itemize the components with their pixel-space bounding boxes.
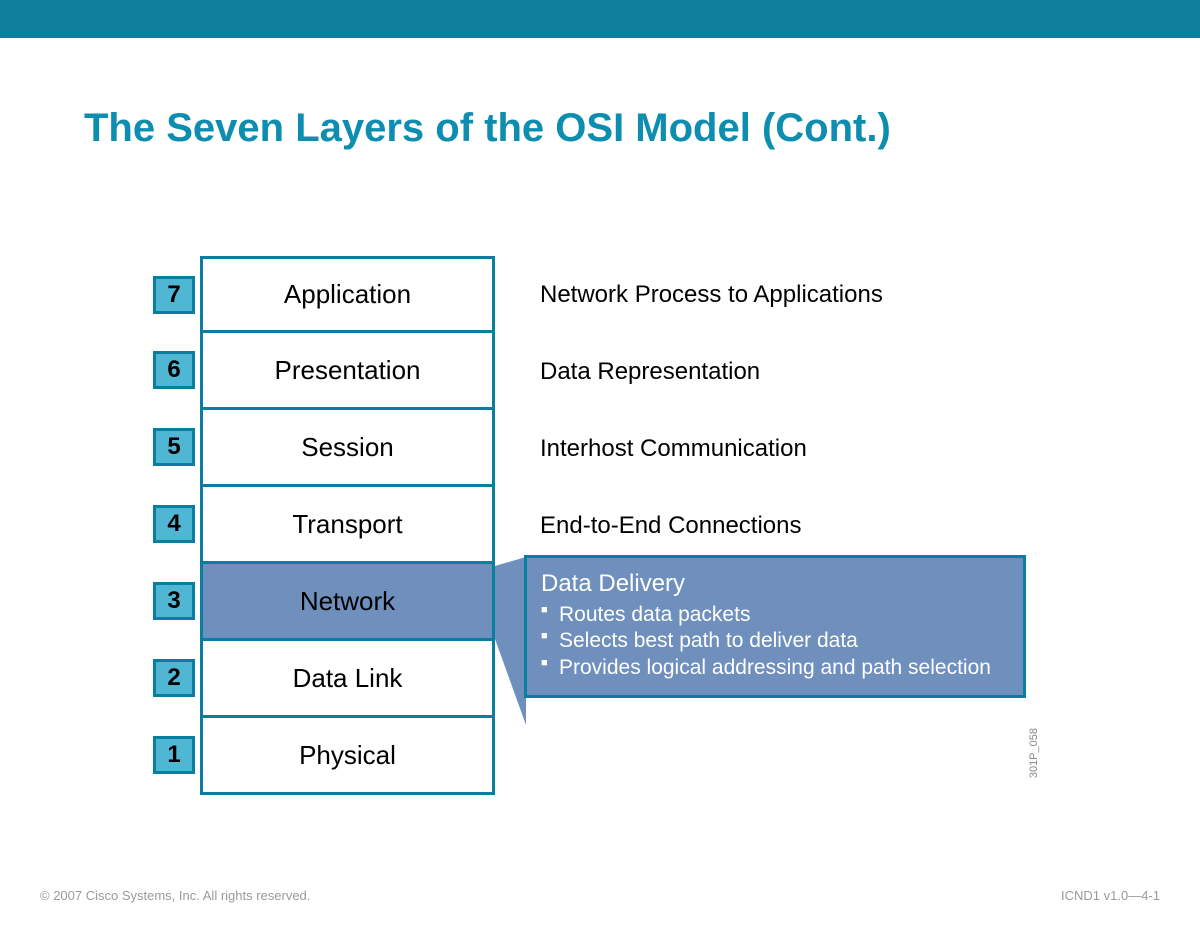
layer-number-badge: 2	[153, 659, 195, 697]
callout-bullet: Routes data packets	[541, 602, 1009, 628]
layer-name-label: Data Link	[293, 663, 403, 694]
layer-description: Data Representation	[540, 358, 760, 386]
layer-name-label: Network	[300, 586, 395, 617]
callout-bullet: Provides logical addressing and path sel…	[541, 655, 1009, 681]
osi-layer-row: 5Session	[200, 410, 495, 487]
slide-body: The Seven Layers of the OSI Model (Cont.…	[0, 38, 1200, 927]
layer-name-label: Application	[284, 279, 411, 310]
layer-number-badge: 6	[153, 351, 195, 389]
layer-name-label: Presentation	[275, 355, 421, 386]
layer-description: Network Process to Applications	[540, 281, 883, 309]
slide-title: The Seven Layers of the OSI Model (Cont.…	[84, 106, 891, 151]
layer-number-badge: 3	[153, 582, 195, 620]
callout-connector	[0, 38, 1200, 938]
osi-layer-row: 3Network	[200, 564, 495, 641]
layer-name-label: Transport	[292, 509, 402, 540]
osi-stack: 7Application6Presentation5Session4Transp…	[200, 256, 495, 795]
layer-number-badge: 1	[153, 736, 195, 774]
callout-title: Data Delivery	[541, 570, 1009, 598]
osi-layer-row: 7Application	[200, 256, 495, 333]
layer-description: Interhost Communication	[540, 435, 807, 463]
layer-name-label: Session	[301, 432, 394, 463]
callout-bullet: Selects best path to deliver data	[541, 628, 1009, 654]
layer-number-badge: 4	[153, 505, 195, 543]
layer-number-badge: 7	[153, 276, 195, 314]
network-callout: Data Delivery Routes data packetsSelects…	[524, 555, 1026, 698]
osi-layer-row: 1Physical	[200, 718, 495, 795]
layer-name-label: Physical	[299, 740, 396, 771]
osi-layer-row: 2Data Link	[200, 641, 495, 718]
layer-number-badge: 5	[153, 428, 195, 466]
top-brand-bar	[0, 0, 1200, 38]
footer-course-id: ICND1 v1.0—4-1	[1061, 888, 1160, 903]
figure-code: 301P_058	[1028, 728, 1040, 778]
osi-layer-row: 6Presentation	[200, 333, 495, 410]
osi-layer-row: 4Transport	[200, 487, 495, 564]
layer-description: End-to-End Connections	[540, 512, 802, 540]
footer-copyright: © 2007 Cisco Systems, Inc. All rights re…	[40, 888, 310, 903]
callout-list: Routes data packetsSelects best path to …	[541, 602, 1009, 681]
